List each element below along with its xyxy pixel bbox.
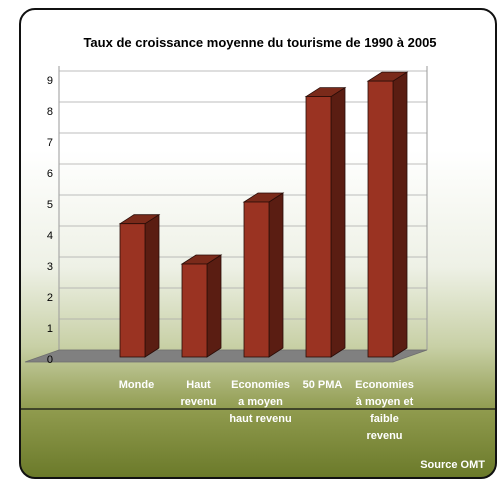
chart-frame: Taux de croissance moyenne du tourisme d… [19, 8, 497, 479]
bar [181, 263, 208, 358]
bar-chart: Taux de croissance moyenne du tourisme d… [21, 35, 495, 442]
x-tick-label: Economies a moyen haut revenu [229, 379, 291, 425]
x-tick-label-line: à moyen et [356, 396, 414, 408]
y-tick-label: 2 [47, 292, 53, 304]
bar [119, 223, 146, 358]
floor [24, 349, 428, 363]
x-tick-label-line: 50 PMA [303, 379, 343, 391]
x-tick-label-line: revenu [366, 430, 402, 442]
x-tick-label-line: Haut [186, 379, 211, 391]
x-tick-label: Economies à moyen et faible revenu [355, 379, 414, 442]
y-tick-label: 9 [47, 75, 53, 87]
x-tick-label-line: faible [370, 413, 399, 425]
bar [367, 80, 394, 358]
x-tick-label-line: Economies [231, 379, 290, 391]
y-tick-label: 1 [47, 323, 53, 335]
bar [305, 96, 332, 358]
y-tick-label: 0 [47, 354, 53, 366]
y-tick-label: 6 [47, 168, 53, 180]
bar-side [206, 254, 222, 358]
x-tick-label-line: Economies [355, 379, 414, 391]
x-tick-label: Monde [119, 379, 154, 391]
x-tick-label: 50 PMA [303, 379, 343, 391]
x-tick-label-line: revenu [180, 396, 216, 408]
bar-side [268, 192, 284, 358]
plot-area: 0 1 2 3 4 5 6 7 8 9 Monde Haut revenu Economies a moye… [24, 66, 428, 442]
bar-side [144, 213, 160, 358]
y-tick-label: 8 [47, 106, 53, 118]
bar-side [392, 71, 408, 358]
y-tick-label: 4 [47, 230, 53, 242]
y-tick-label: 5 [47, 199, 53, 211]
x-tick-label-line: a moyen [238, 396, 283, 408]
source-label: Source OMT [420, 459, 485, 471]
x-tick-label-line: Monde [119, 379, 154, 391]
bar-side [330, 86, 346, 358]
x-tick-label: Haut revenu [180, 379, 216, 408]
x-tick-label-line: haut revenu [229, 413, 291, 425]
chart-title: Taux de croissance moyenne du tourisme d… [83, 35, 436, 50]
y-tick-label: 7 [47, 137, 53, 149]
bar [243, 201, 270, 358]
y-tick-label: 3 [47, 261, 53, 273]
